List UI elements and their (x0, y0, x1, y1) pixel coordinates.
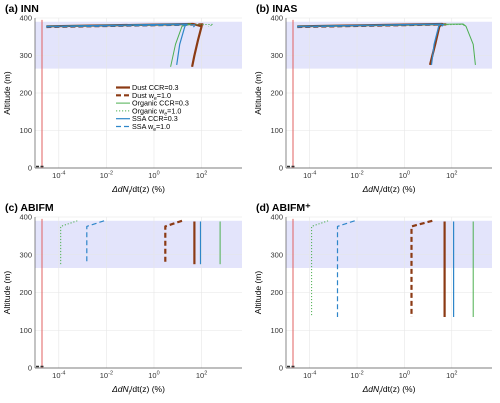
x-tick-label: 100 (399, 371, 410, 381)
y-tick-label: 0 (279, 164, 283, 173)
shaded-band (286, 221, 492, 268)
panel-title: (a) INN (5, 3, 39, 15)
x-tick-label: 10-4 (303, 371, 316, 381)
y-axis-label: Altitude (m) (2, 271, 12, 315)
x-tick-label: 102 (446, 171, 457, 181)
x-tick-label: 100 (148, 371, 159, 381)
y-axis-label: Altitude (m) (2, 71, 12, 115)
panel-title: (d) ABIFM⁺ (256, 202, 311, 214)
x-tick-label: 10-2 (350, 371, 363, 381)
x-tick-label: 100 (148, 171, 159, 181)
x-axis-label: ΔdNi/dt(z) (%) (111, 184, 165, 197)
shaded-band (35, 22, 242, 69)
shaded-band (286, 22, 492, 69)
x-tick-label: 10-4 (52, 171, 65, 181)
panel-title: (c) ABIFM (5, 202, 54, 214)
y-tick-label: 300 (19, 250, 32, 259)
x-tick-label: 10-4 (303, 171, 316, 181)
legend-label: SSA we=1.0 (132, 122, 170, 133)
shaded-band (35, 221, 242, 268)
y-tick-label: 200 (270, 89, 283, 98)
y-tick-label: 200 (19, 89, 32, 98)
y-tick-label: 0 (28, 364, 32, 373)
x-tick-label: 102 (196, 371, 207, 381)
x-tick-label: 10-2 (100, 171, 113, 181)
y-tick-label: 100 (270, 326, 283, 335)
x-tick-label: 10-4 (52, 371, 65, 381)
y-tick-label: 300 (19, 51, 32, 60)
x-tick-label: 102 (446, 371, 457, 381)
x-tick-label: 100 (399, 171, 410, 181)
x-tick-label: 10-2 (350, 171, 363, 181)
x-axis-label: ΔdNi/dt(z) (%) (362, 384, 416, 397)
y-tick-label: 100 (270, 126, 283, 135)
y-axis-label: Altitude (m) (253, 71, 263, 115)
x-tick-label: 10-2 (100, 371, 113, 381)
y-axis-label: Altitude (m) (253, 271, 263, 315)
y-tick-label: 300 (270, 51, 283, 60)
y-tick-label: 100 (19, 326, 32, 335)
panel-title: (b) INAS (256, 3, 297, 15)
y-tick-label: 300 (270, 250, 283, 259)
y-tick-label: 100 (19, 126, 32, 135)
y-tick-label: 0 (28, 164, 32, 173)
y-tick-label: 200 (19, 288, 32, 297)
x-axis-label: ΔdNi/dt(z) (%) (111, 384, 165, 397)
y-tick-label: 200 (270, 288, 283, 297)
x-tick-label: 102 (196, 171, 207, 181)
x-axis-label: ΔdNi/dt(z) (%) (362, 184, 416, 197)
y-tick-label: 0 (279, 364, 283, 373)
